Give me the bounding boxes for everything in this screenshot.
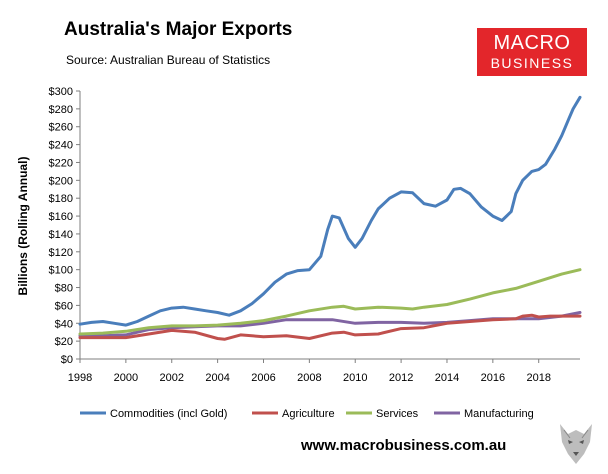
x-tick-label: 2004 (205, 372, 229, 384)
x-tick-label: 2010 (343, 372, 367, 384)
y-tick-label: $120 (49, 247, 73, 259)
y-tick-label: $100 (49, 265, 73, 277)
series-line-services (78, 268, 582, 336)
series-line-agriculture (78, 313, 582, 341)
y-tick-label: $140 (49, 229, 73, 241)
y-tick-label: $240 (49, 140, 73, 152)
chart-title: Australia's Major Exports (64, 19, 293, 40)
x-tick-label: 2002 (160, 372, 184, 384)
y-tick-label: $300 (49, 86, 73, 98)
y-tick-label: $220 (49, 157, 73, 169)
logo-line-1: MACRO (493, 32, 571, 54)
legend-label-agriculture: Agriculture (282, 408, 335, 420)
y-tick-label: $280 (49, 104, 73, 116)
y-tick-label: $260 (49, 122, 73, 134)
x-tick-label: 2018 (526, 372, 550, 384)
wolf-logo-icon (560, 424, 592, 464)
y-tick-label: $0 (61, 354, 73, 366)
y-tick-label: $160 (49, 211, 73, 223)
series-lines (78, 95, 582, 341)
x-tick-label: 2012 (389, 372, 413, 384)
legend-label-manufacturing: Manufacturing (464, 408, 534, 420)
x-tick-label: 2000 (114, 372, 138, 384)
x-tick-label: 2008 (297, 372, 321, 384)
y-tick-label: $180 (49, 193, 73, 205)
y-tick-label: $60 (55, 300, 73, 312)
legend-label-commodities-incl-gold: Commodities (incl Gold) (110, 408, 227, 420)
chart-axes: $0 $20 $40 $60 $80 $100 $120 $140 $160 $180 $200 $2… (49, 86, 580, 384)
footer-url: www.macrobusiness.com.au (301, 437, 507, 454)
y-tick-label: $40 (55, 318, 73, 330)
y-tick-label: $20 (55, 336, 73, 348)
y-tick-label: $80 (55, 283, 73, 295)
y-axis-label: Billions (Rolling Annual) (16, 157, 30, 296)
macrobusiness-logo: MACRO BUSINESS (477, 28, 587, 76)
x-tick-label: 2006 (251, 372, 275, 384)
chart-source: Source: Australian Bureau of Statistics (66, 53, 271, 67)
logo-line-2: BUSINESS (490, 55, 574, 71)
series-line-commodities-incl-gold (78, 95, 582, 327)
x-tick-label: 1998 (68, 372, 92, 384)
x-tick-label: 2014 (435, 372, 459, 384)
chart-legend: Commodities (incl Gold) Agriculture Servic… (80, 408, 534, 420)
x-tick-label: 2016 (481, 372, 505, 384)
y-tick-label: $200 (49, 175, 73, 187)
legend-label-services: Services (376, 408, 419, 420)
